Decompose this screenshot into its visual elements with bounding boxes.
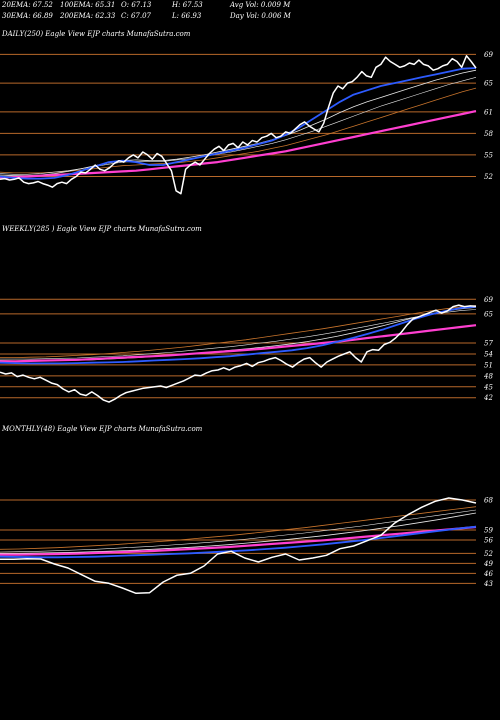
stat-20ema: 20EMA: 67.52 [1, 1, 53, 9]
monthly-series-ema-blue [0, 525, 477, 559]
monthly-tick-label: 43 [483, 580, 493, 588]
daily-tick-label: 69 [484, 51, 493, 59]
stat-100ema: 100EMA: 65.31 [60, 1, 115, 9]
weekly-tick-label: 65 [484, 310, 493, 318]
daily-tick-label: 61 [484, 108, 493, 116]
daily-tick-label: 52 [484, 173, 493, 181]
monthly-tick-label: 59 [484, 527, 493, 535]
stat-low: L: 66.93 [171, 12, 202, 20]
weekly-tick-label: 51 [484, 361, 493, 369]
daily-panel-title: DAILY(250) Eagle View EJP charts MunafaS… [1, 30, 191, 38]
weekly-tick-label: 54 [484, 350, 493, 358]
stat-close: C: 67.07 [121, 12, 152, 20]
weekly-series-ema-magenta [0, 324, 477, 363]
stat-high: H: 67.53 [171, 1, 203, 9]
monthly-tick-label: 49 [483, 560, 493, 568]
weekly-tick-label: 69 [484, 296, 493, 304]
daily-chart-panel: 69 65 61 58 55 52 [0, 51, 493, 195]
daily-tick-label: 58 [484, 130, 493, 138]
monthly-panel-title: MONTHLY(48) Eagle View EJP charts Munafa… [1, 425, 203, 433]
weekly-tick-label: 45 [483, 383, 493, 391]
monthly-tick-label: 52 [484, 550, 493, 558]
daily-series-price [0, 55, 477, 195]
weekly-panel-title: WEEKLY(285 ) Eagle View EJP charts Munaf… [2, 225, 202, 233]
monthly-chart-panel: 68 59 56 52 49 46 43 [0, 497, 493, 595]
header-stats: 20EMA: 67.52 100EMA: 65.31 O: 67.13 H: 6… [1, 1, 292, 20]
monthly-series-ema-magenta [0, 525, 477, 556]
stat-200ema: 200EMA: 62.33 [59, 12, 116, 20]
monthly-tick-label: 46 [483, 570, 493, 578]
weekly-tick-label: 57 [484, 340, 493, 348]
weekly-tick-label: 48 [483, 372, 493, 380]
stat-open: O: 67.13 [121, 1, 152, 9]
weekly-series-price [0, 304, 477, 403]
monthly-series-ema-light1 [0, 512, 477, 554]
monthly-series-ema-orange [0, 506, 477, 550]
stat-avg-vol: Avg Vol: 0.009 M [229, 1, 291, 9]
monthly-tick-label: 56 [484, 537, 493, 545]
weekly-series-ema-blue [0, 305, 477, 365]
daily-series-ema-blue [0, 67, 477, 180]
weekly-tick-label: 42 [483, 394, 493, 402]
monthly-series-price [0, 497, 477, 595]
daily-tick-label: 65 [484, 80, 493, 88]
monthly-tick-label: 68 [484, 497, 493, 505]
daily-tick-label: 55 [484, 151, 493, 159]
weekly-series-ema-orange [0, 305, 477, 359]
daily-series-ema-orange [0, 87, 477, 174]
stat-30ema: 30EMA: 66.89 [2, 12, 53, 20]
stat-day-vol: Day Vol: 0.006 M [229, 12, 292, 20]
weekly-series-ema-light2 [0, 309, 477, 360]
weekly-chart-panel: 69 65 57 54 51 48 45 42 [0, 296, 493, 403]
